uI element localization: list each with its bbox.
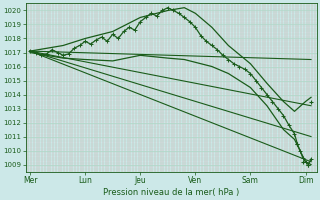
- X-axis label: Pression niveau de la mer( hPa ): Pression niveau de la mer( hPa ): [103, 188, 239, 197]
